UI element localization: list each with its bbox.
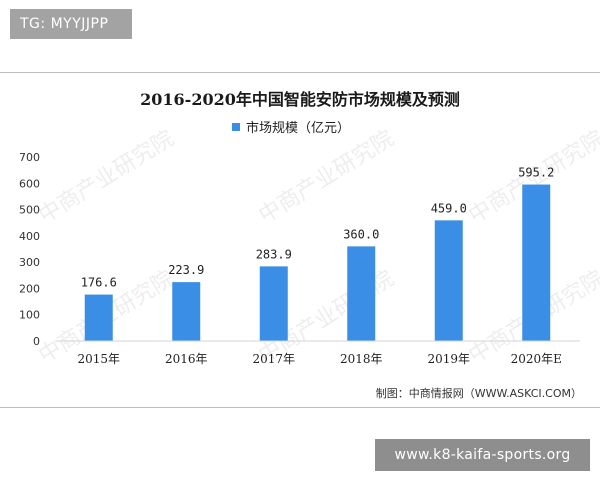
bar-value-label: 283.9 [256,247,292,261]
bar [522,184,551,341]
x-axis: 2015年 2016年 2017年 2018年 2019年 2020年E [55,340,580,366]
chart-frame: 中商产业研究院中商产业研究院中商产业研究院中商产业研究院中商产业研究院中商产业研… [0,72,600,408]
source-note: 制图：中商情报网（WWW.ASKCI.COM） [376,386,582,400]
watermark-text: 中商产业研究院 [35,126,179,229]
y-tick-label: 400 [19,230,40,243]
x-tick-label: 2016年 [165,352,208,366]
y-tick-label: 200 [19,282,40,295]
bar-value-label: 223.9 [168,263,204,277]
watermark-layer: 中商产业研究院中商产业研究院中商产业研究院中商产业研究院中商产业研究院中商产业研… [35,126,600,369]
y-tick-label: 100 [19,309,40,322]
y-tick-label: 300 [19,256,40,269]
bar-value-label: 360.0 [343,227,379,241]
bars-layer: 176.6 223.9 283.9 360.0 459.0 595.2 [81,166,554,341]
y-tick-label: 600 [19,177,40,190]
y-axis: 0 100 200 300 400 500 600 700 [19,151,40,348]
legend-label: 市场规模（亿元） [246,120,350,136]
x-tick-label: 2015年 [77,352,120,366]
bar [259,266,288,341]
bar [434,220,463,341]
bar [84,294,113,341]
legend-swatch [232,123,240,131]
bar [172,282,201,341]
y-tick-label: 0 [33,335,40,348]
y-tick-label: 700 [19,151,40,164]
footer-url-badge: www.k8-kaifa-sports.org [375,439,590,471]
bar [347,246,376,341]
x-tick-label: 2020年E [511,352,562,366]
bar-value-label: 176.6 [81,276,117,290]
x-tick-label: 2019年 [427,352,470,366]
y-tick-label: 500 [19,204,40,217]
watermark-text: 中商产业研究院 [255,126,399,229]
x-tick-label: 2017年 [252,352,295,366]
tag-badge: TG: MYYJJPP [10,9,132,39]
bar-value-label: 459.0 [431,201,467,215]
bar-value-label: 595.2 [518,166,554,180]
x-tick-label: 2018年 [340,352,383,366]
chart-title: 2016-2020年中国智能安防市场规模及预测 [140,90,460,109]
bar-chart: 中商产业研究院中商产业研究院中商产业研究院中商产业研究院中商产业研究院中商产业研… [19,90,600,400]
